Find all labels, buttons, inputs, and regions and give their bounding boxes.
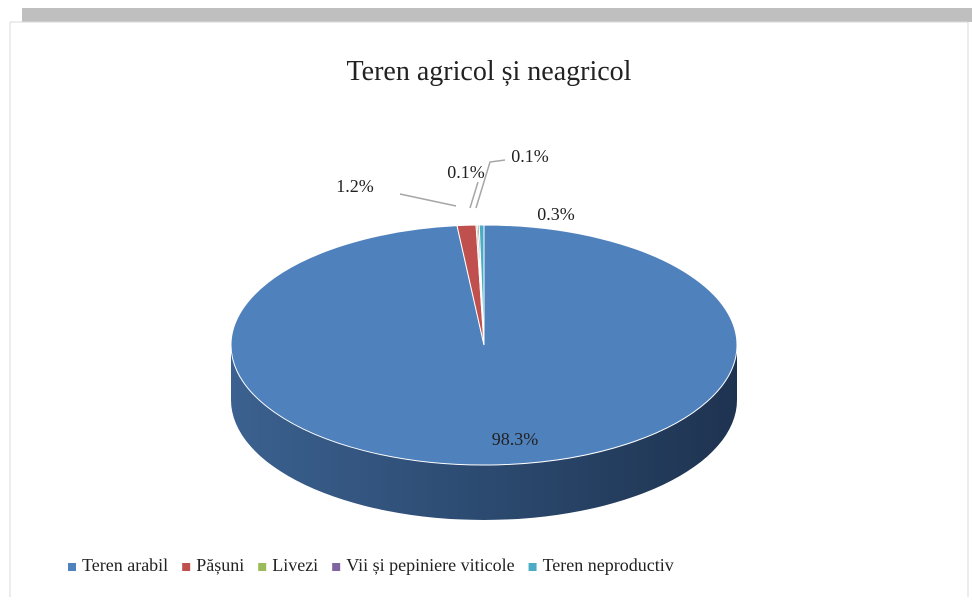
pie-slice xyxy=(478,224,485,346)
legend-swatch xyxy=(68,563,76,571)
legend-label: Livezi xyxy=(272,555,318,575)
chart-title: Teren agricol și neagricol xyxy=(347,56,632,87)
data-label: 1.2% xyxy=(336,176,374,196)
legend-swatch xyxy=(528,563,537,571)
leader-line xyxy=(399,193,457,207)
legend-swatch xyxy=(332,563,341,571)
legend-swatch xyxy=(258,563,267,571)
data-label: 0.1% xyxy=(447,162,485,182)
pie-side xyxy=(231,345,737,520)
legend-label: Pășuni xyxy=(196,555,244,575)
legend-swatch xyxy=(182,563,191,571)
legend-label: Teren neproductiv xyxy=(543,555,674,575)
data-label: 98.3% xyxy=(492,429,539,449)
data-label: 0.1% xyxy=(511,146,549,166)
legend-label: Teren arabil xyxy=(82,555,168,575)
top-bar xyxy=(22,8,972,22)
leader-line xyxy=(469,181,479,209)
leader-line xyxy=(475,159,506,209)
legend-label: Vii și pepiniere viticole xyxy=(346,555,514,575)
data-label: 0.3% xyxy=(537,204,575,224)
